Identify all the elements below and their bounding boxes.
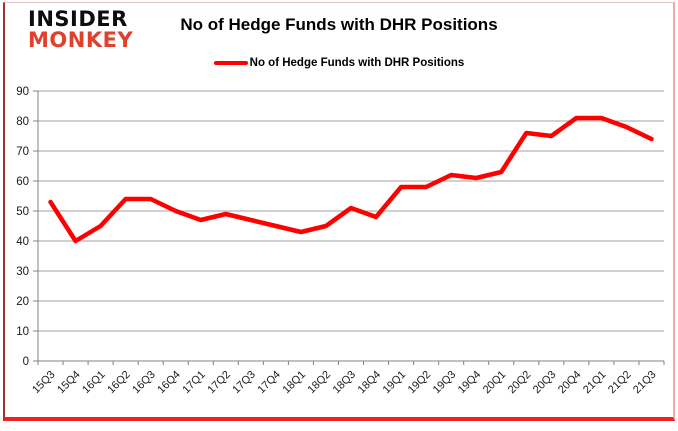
y-tick-label: 30 <box>16 266 29 278</box>
gridlines <box>38 90 664 332</box>
y-tick-label: 60 <box>16 176 29 188</box>
y-tick-label: 70 <box>16 146 29 158</box>
y-tick-label: 50 <box>16 206 29 218</box>
x-tick-label: 18Q1 <box>281 369 309 397</box>
logo-line-monkey: MONKEY <box>28 28 134 52</box>
y-tick-label: 80 <box>16 116 29 128</box>
x-tick-label: 15Q3 <box>30 369 58 397</box>
y-tick-label: 0 <box>23 356 29 368</box>
x-tick-label: 19Q3 <box>431 369 459 397</box>
x-tick-label: 19Q2 <box>406 369 434 397</box>
x-tick-label: 20Q2 <box>506 369 534 397</box>
x-axis-labels: 15Q315Q416Q116Q216Q316Q417Q117Q217Q317Q4… <box>30 369 658 397</box>
axes <box>33 90 665 365</box>
x-tick-label: 16Q2 <box>105 369 133 397</box>
x-tick-label: 16Q3 <box>130 369 158 397</box>
x-tick-label: 21Q2 <box>606 369 634 397</box>
insider-monkey-logo: INSIDER MONKEY <box>28 9 133 51</box>
x-tick-label: 21Q1 <box>581 369 609 397</box>
x-tick-label: 15Q4 <box>55 369 83 397</box>
x-tick-label: 16Q1 <box>80 369 108 397</box>
x-tick-label: 20Q1 <box>481 369 509 397</box>
chart-title: No of Hedge Funds with DHR Positions <box>180 15 498 34</box>
logo-line-insider: INSIDER <box>28 7 128 31</box>
x-tick-label: 20Q4 <box>556 369 584 397</box>
legend-label: No of Hedge Funds with DHR Positions <box>249 57 465 69</box>
y-tick-label: 20 <box>16 296 29 308</box>
x-tick-label: 19Q1 <box>381 369 409 397</box>
series-line <box>48 115 654 244</box>
x-tick-label: 18Q3 <box>331 369 359 397</box>
x-tick-label: 17Q3 <box>230 369 258 397</box>
x-tick-label: 16Q4 <box>155 369 183 397</box>
x-tick-label: 18Q4 <box>356 369 384 397</box>
x-tick-label: 21Q3 <box>631 369 659 397</box>
x-tick-label: 17Q1 <box>180 369 208 397</box>
x-tick-label: 17Q4 <box>255 369 283 397</box>
legend-line-swatch-icon <box>213 61 248 65</box>
x-tick-label: 20Q3 <box>531 369 559 397</box>
legend: No of Hedge Funds with DHR Positions <box>0 57 678 69</box>
y-tick-label: 40 <box>16 236 29 248</box>
y-axis-labels: 0 10 20 30 40 50 60 70 80 90 <box>16 86 29 368</box>
x-tick-label: 17Q2 <box>205 369 233 397</box>
x-tick-label: 19Q4 <box>456 369 484 397</box>
y-tick-label: 90 <box>16 86 29 98</box>
x-tick-label: 18Q2 <box>306 369 334 397</box>
y-tick-label: 10 <box>16 326 29 338</box>
